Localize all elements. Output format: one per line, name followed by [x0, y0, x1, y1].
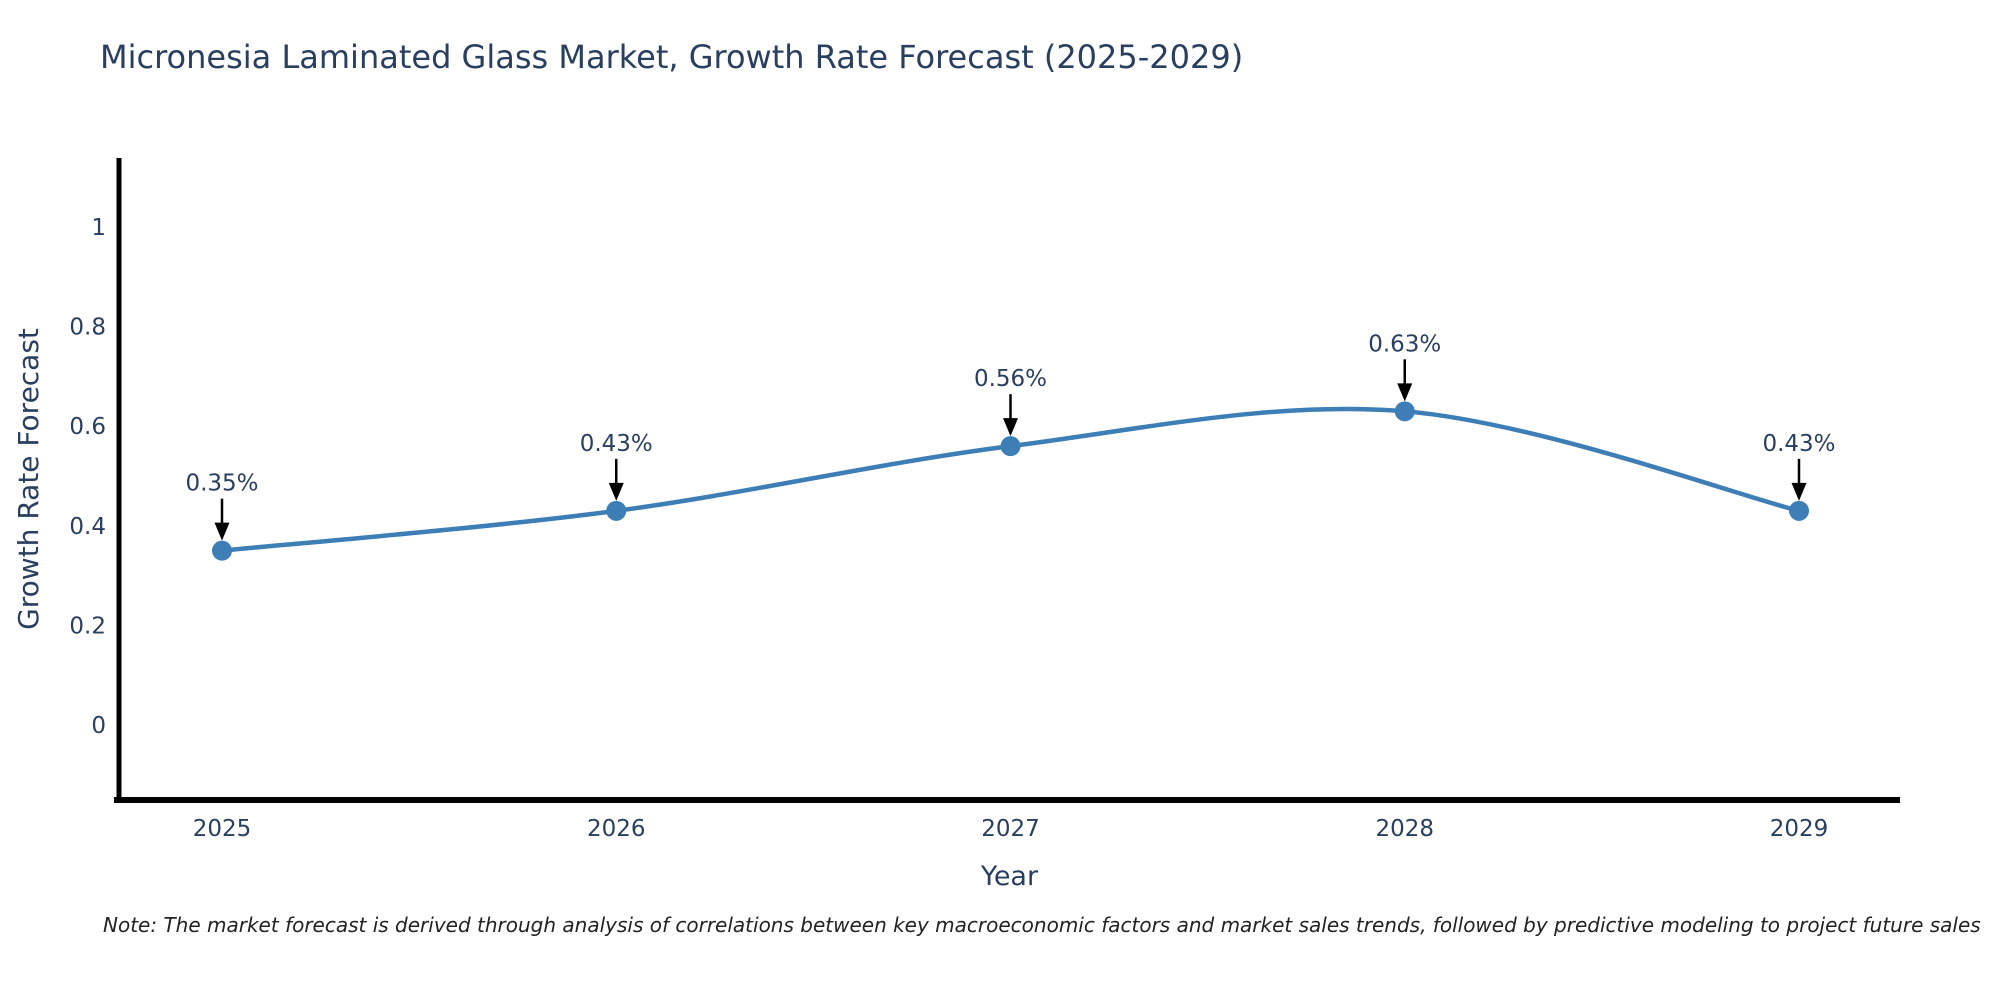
- data-point[interactable]: [1789, 500, 1809, 521]
- x-axis-title: Year: [980, 861, 1039, 892]
- data-point[interactable]: [1000, 436, 1021, 457]
- annotation-arrowhead: [1791, 482, 1807, 501]
- y-tick-label: 1: [91, 215, 106, 241]
- point-annotation-label: 0.63%: [1368, 331, 1441, 357]
- point-annotation-label: 0.43%: [580, 431, 653, 457]
- chart-title: Micronesia Laminated Glass Market, Growt…: [100, 38, 1244, 76]
- annotation-arrowhead: [214, 522, 230, 541]
- y-axis-title: Growth Rate Forecast: [12, 328, 45, 630]
- annotation-arrowhead: [1397, 383, 1413, 402]
- y-tick-label: 0.6: [69, 414, 106, 440]
- y-tick-label: 0.2: [69, 613, 106, 639]
- point-annotation-label: 0.56%: [974, 366, 1047, 392]
- annotation-arrowhead: [608, 482, 624, 501]
- x-tick-label: 2027: [981, 816, 1040, 842]
- point-annotation-label: 0.35%: [185, 471, 258, 497]
- data-point[interactable]: [212, 540, 232, 561]
- x-tick-label: 2028: [1375, 816, 1434, 842]
- annotation-arrowhead: [1003, 418, 1018, 437]
- y-tick-label: 0.4: [69, 514, 106, 540]
- y-tick-label: 0.8: [69, 315, 106, 341]
- data-point[interactable]: [606, 500, 627, 521]
- data-point[interactable]: [1394, 401, 1415, 422]
- footnote-text: Note: The market forecast is derived thr…: [103, 913, 1981, 937]
- x-tick-label: 2025: [193, 816, 252, 842]
- point-annotation-label: 0.43%: [1762, 431, 1835, 457]
- x-tick-label: 2029: [1770, 816, 1829, 842]
- x-tick-label: 2026: [587, 816, 646, 842]
- y-tick-label: 0: [91, 713, 106, 739]
